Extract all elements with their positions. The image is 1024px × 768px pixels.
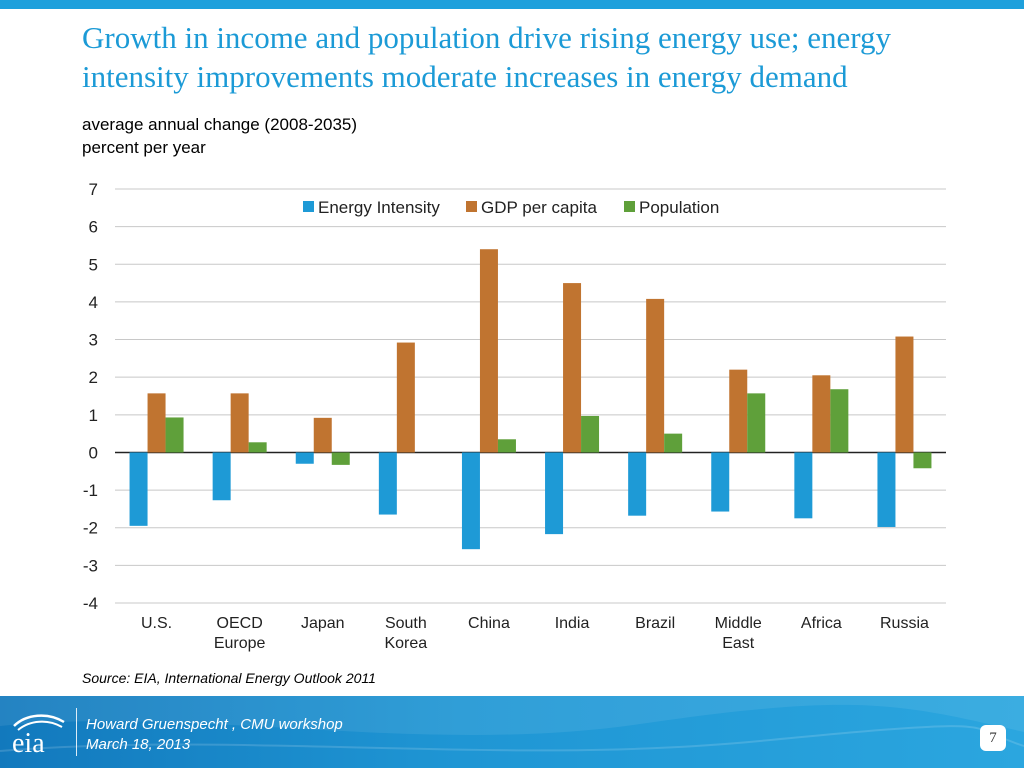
bar-gdp-per-capita-3 [396, 342, 415, 453]
logo-text: eia [12, 728, 45, 758]
x-tick-label: U.S. [141, 615, 172, 632]
y-tick-label: -3 [83, 556, 98, 575]
bar-gdp-per-capita-1 [230, 393, 249, 453]
bar-population-8 [830, 389, 849, 453]
bar-energy-intensity-0 [129, 452, 148, 526]
y-tick-label: 7 [89, 180, 98, 199]
bar-gdp-per-capita-2 [313, 417, 332, 453]
bar-population-1 [248, 442, 267, 453]
y-tick-label: 2 [89, 368, 98, 387]
bar-gdp-per-capita-7 [729, 369, 748, 453]
bar-population-0 [165, 417, 184, 453]
legend-swatch-0 [303, 201, 314, 212]
footer-bar: eia Howard Gruenspecht , CMU workshop Ma… [0, 696, 1024, 768]
y-tick-label: 0 [89, 443, 98, 462]
x-tick-label: Japan [301, 615, 345, 632]
bar-energy-intensity-8 [794, 452, 813, 519]
bar-energy-intensity-4 [461, 452, 480, 550]
bar-population-7 [747, 393, 766, 453]
y-tick-label: -4 [83, 594, 98, 613]
bar-chart: 7 6 5 4 3 2 1 0 -1 -2 -3 -4 U.S. OECD Europe Japan South… [83, 180, 946, 652]
source-note: Source: EIA, International Energy Outloo… [82, 670, 376, 686]
footer-date: March 18, 2013 [86, 736, 191, 753]
legend-label-2: Population [639, 198, 719, 217]
footer-author: Howard Gruenspecht , CMU workshop [86, 716, 343, 733]
x-tick-label: Africa [801, 615, 842, 632]
bar-energy-intensity-9 [877, 452, 896, 527]
x-tick-label: China [468, 615, 510, 632]
y-tick-label: 1 [89, 406, 98, 425]
x-tick-label: South Korea [384, 615, 427, 652]
x-tick-label: OECD Europe [214, 615, 266, 652]
bar-gdp-per-capita-5 [563, 283, 582, 453]
top-accent-bar [0, 0, 1024, 9]
x-tick-label: India [555, 615, 590, 632]
bar-energy-intensity-5 [545, 452, 564, 535]
bar-population-6 [664, 433, 683, 453]
slide-title: Growth in income and population drive ri… [82, 20, 891, 94]
y-tick-label: 3 [89, 331, 98, 350]
bar-population-4 [497, 439, 516, 453]
eia-logo-icon: eia [12, 714, 65, 758]
legend-label-0: Energy Intensity [318, 198, 440, 217]
legend-swatch-1 [466, 201, 477, 212]
bar-gdp-per-capita-0 [147, 393, 166, 453]
x-tick-label: Brazil [635, 615, 675, 632]
x-tick-label: Russia [880, 615, 929, 632]
bar-gdp-per-capita-6 [646, 298, 665, 453]
footer-text: Howard Gruenspecht , CMU workshop March … [86, 715, 343, 755]
footer-divider [76, 708, 77, 756]
y-tick-label: -2 [83, 519, 98, 538]
y-tick-label: -1 [83, 481, 98, 500]
x-tick-label: Middle East [715, 615, 762, 652]
y-tick-label: 5 [89, 255, 98, 274]
subtitle-line-1: average annual change (2008-2035) [82, 115, 358, 134]
page-number: 7 [980, 725, 1006, 751]
bar-energy-intensity-3 [378, 452, 397, 515]
bar-energy-intensity-2 [295, 452, 314, 464]
subtitle-line-2: percent per year [82, 138, 206, 157]
bar-gdp-per-capita-4 [479, 249, 498, 453]
bar-energy-intensity-6 [628, 452, 647, 516]
bar-population-9 [913, 452, 932, 469]
bar-population-2 [331, 452, 350, 465]
bar-population-5 [581, 415, 600, 453]
footer-wave-decoration [0, 696, 1024, 752]
legend-swatch-2 [624, 201, 635, 212]
y-tick-label: 4 [89, 293, 98, 312]
y-tick-label: 6 [89, 218, 98, 237]
bar-energy-intensity-7 [711, 452, 730, 512]
legend-label-1: GDP per capita [481, 198, 597, 217]
bar-energy-intensity-1 [212, 452, 231, 501]
bar-gdp-per-capita-8 [812, 375, 831, 453]
bar-gdp-per-capita-9 [895, 336, 914, 453]
chart-subtitle: average annual change (2008-2035) percen… [82, 113, 357, 159]
